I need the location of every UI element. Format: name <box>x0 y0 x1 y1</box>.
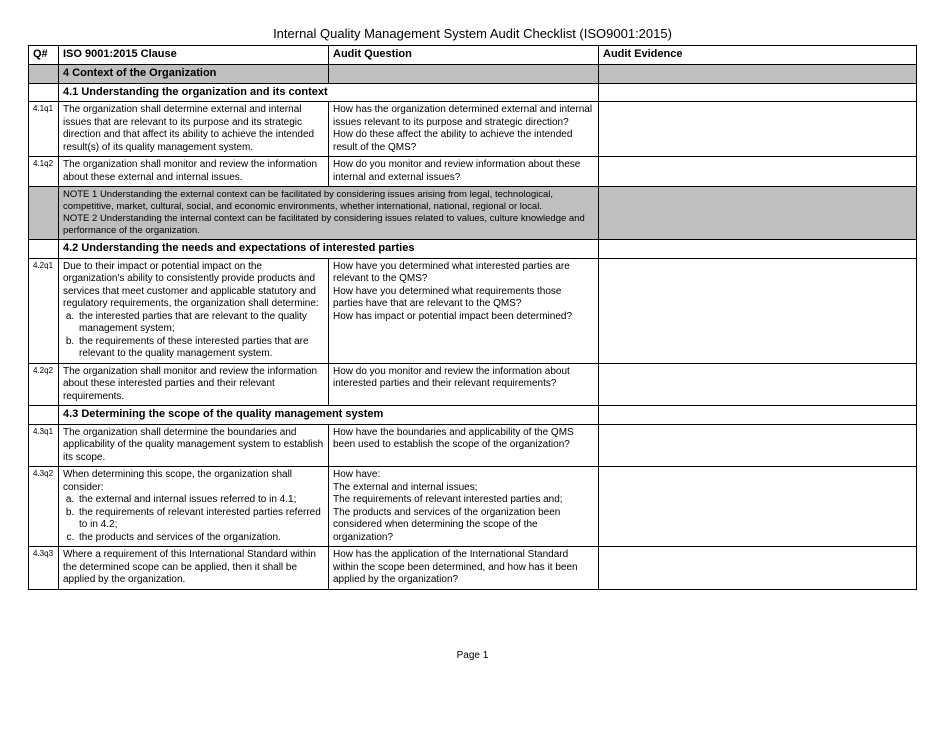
q-number: 4.2q2 <box>29 363 59 406</box>
col-header-evidence: Audit Evidence <box>599 46 917 65</box>
evidence-cell <box>599 547 917 590</box>
q-number: 4.1q1 <box>29 102 59 157</box>
note-q-cell <box>29 187 59 240</box>
table-row: 4.3q1 The organization shall determine t… <box>29 424 917 467</box>
question-cell: How have the boundaries and applicabilit… <box>329 424 599 467</box>
clause-item-a: the external and internal issues referre… <box>77 494 324 507</box>
clause-item-a: the interested parties that are relevant… <box>77 311 324 336</box>
subsection-q-cell <box>29 406 59 425</box>
evidence-cell <box>599 467 917 547</box>
q-number: 4.2q1 <box>29 258 59 363</box>
table-row: 4.3q2 When determining this scope, the o… <box>29 467 917 547</box>
question-cell: How do you monitor and review the inform… <box>329 363 599 406</box>
note-row-4-1: NOTE 1 Understanding the external contex… <box>29 187 917 240</box>
note-empty <box>599 187 917 240</box>
evidence-cell <box>599 258 917 363</box>
subsection-heading: 4.2 Understanding the needs and expectat… <box>59 239 599 258</box>
clause-sublist: the interested parties that are relevant… <box>63 311 324 361</box>
clause-sublist: the external and internal issues referre… <box>63 494 324 544</box>
note-text: NOTE 1 Understanding the external contex… <box>59 187 599 240</box>
subsection-heading: 4.3 Determining the scope of the quality… <box>59 406 599 425</box>
col-header-clause: ISO 9001:2015 Clause <box>59 46 329 65</box>
section-empty <box>329 64 599 83</box>
table-row: 4.2q1 Due to their impact or potential i… <box>29 258 917 363</box>
question-cell: How have:The external and internal issue… <box>329 467 599 547</box>
evidence-cell <box>599 424 917 467</box>
subsection-q-cell <box>29 83 59 102</box>
clause-cell: The organization shall determine the bou… <box>59 424 329 467</box>
evidence-cell <box>599 102 917 157</box>
document-page: Internal Quality Management System Audit… <box>0 0 945 671</box>
section-q-cell <box>29 64 59 83</box>
clause-intro: When determining this scope, the organiz… <box>63 469 292 493</box>
subsection-q-cell <box>29 239 59 258</box>
section-heading: 4 Context of the Organization <box>59 64 329 83</box>
evidence-cell <box>599 363 917 406</box>
subsection-row-4-1: 4.1 Understanding the organization and i… <box>29 83 917 102</box>
table-row: 4.2q2 The organization shall monitor and… <box>29 363 917 406</box>
table-row: 4.1q1 The organization shall determine e… <box>29 102 917 157</box>
page-title: Internal Quality Management System Audit… <box>28 26 917 41</box>
subsection-row-4-2: 4.2 Understanding the needs and expectat… <box>29 239 917 258</box>
subsection-empty <box>599 406 917 425</box>
question-cell: How do you monitor and review informatio… <box>329 157 599 187</box>
q-number: 4.3q3 <box>29 547 59 590</box>
subsection-empty <box>599 239 917 258</box>
clause-intro: Due to their impact or potential impact … <box>63 261 319 310</box>
clause-item-b: the requirements of relevant interested … <box>77 507 324 532</box>
clause-cell: The organization shall monitor and revie… <box>59 157 329 187</box>
col-header-question: Audit Question <box>329 46 599 65</box>
q-number: 4.3q1 <box>29 424 59 467</box>
clause-cell: Due to their impact or potential impact … <box>59 258 329 363</box>
clause-item-c: the products and services of the organiz… <box>77 532 324 545</box>
question-cell: How has the application of the Internati… <box>329 547 599 590</box>
clause-cell: The organization shall determine externa… <box>59 102 329 157</box>
question-cell: How have you determined what interested … <box>329 258 599 363</box>
clause-item-b: the requirements of these interested par… <box>77 336 324 361</box>
evidence-cell <box>599 157 917 187</box>
table-header-row: Q# ISO 9001:2015 Clause Audit Question A… <box>29 46 917 65</box>
section-empty <box>599 64 917 83</box>
q-number: 4.3q2 <box>29 467 59 547</box>
table-row: 4.3q3 Where a requirement of this Intern… <box>29 547 917 590</box>
table-row: 4.1q2 The organization shall monitor and… <box>29 157 917 187</box>
clause-cell: The organization shall monitor and revie… <box>59 363 329 406</box>
subsection-empty <box>599 83 917 102</box>
section-row-4: 4 Context of the Organization <box>29 64 917 83</box>
q-number: 4.1q2 <box>29 157 59 187</box>
audit-checklist-table: Q# ISO 9001:2015 Clause Audit Question A… <box>28 45 917 590</box>
clause-cell: When determining this scope, the organiz… <box>59 467 329 547</box>
col-header-q: Q# <box>29 46 59 65</box>
subsection-row-4-3: 4.3 Determining the scope of the quality… <box>29 406 917 425</box>
subsection-heading: 4.1 Understanding the organization and i… <box>59 83 599 102</box>
page-footer: Page 1 <box>28 650 917 661</box>
question-cell: How has the organization determined exte… <box>329 102 599 157</box>
clause-cell: Where a requirement of this Internationa… <box>59 547 329 590</box>
